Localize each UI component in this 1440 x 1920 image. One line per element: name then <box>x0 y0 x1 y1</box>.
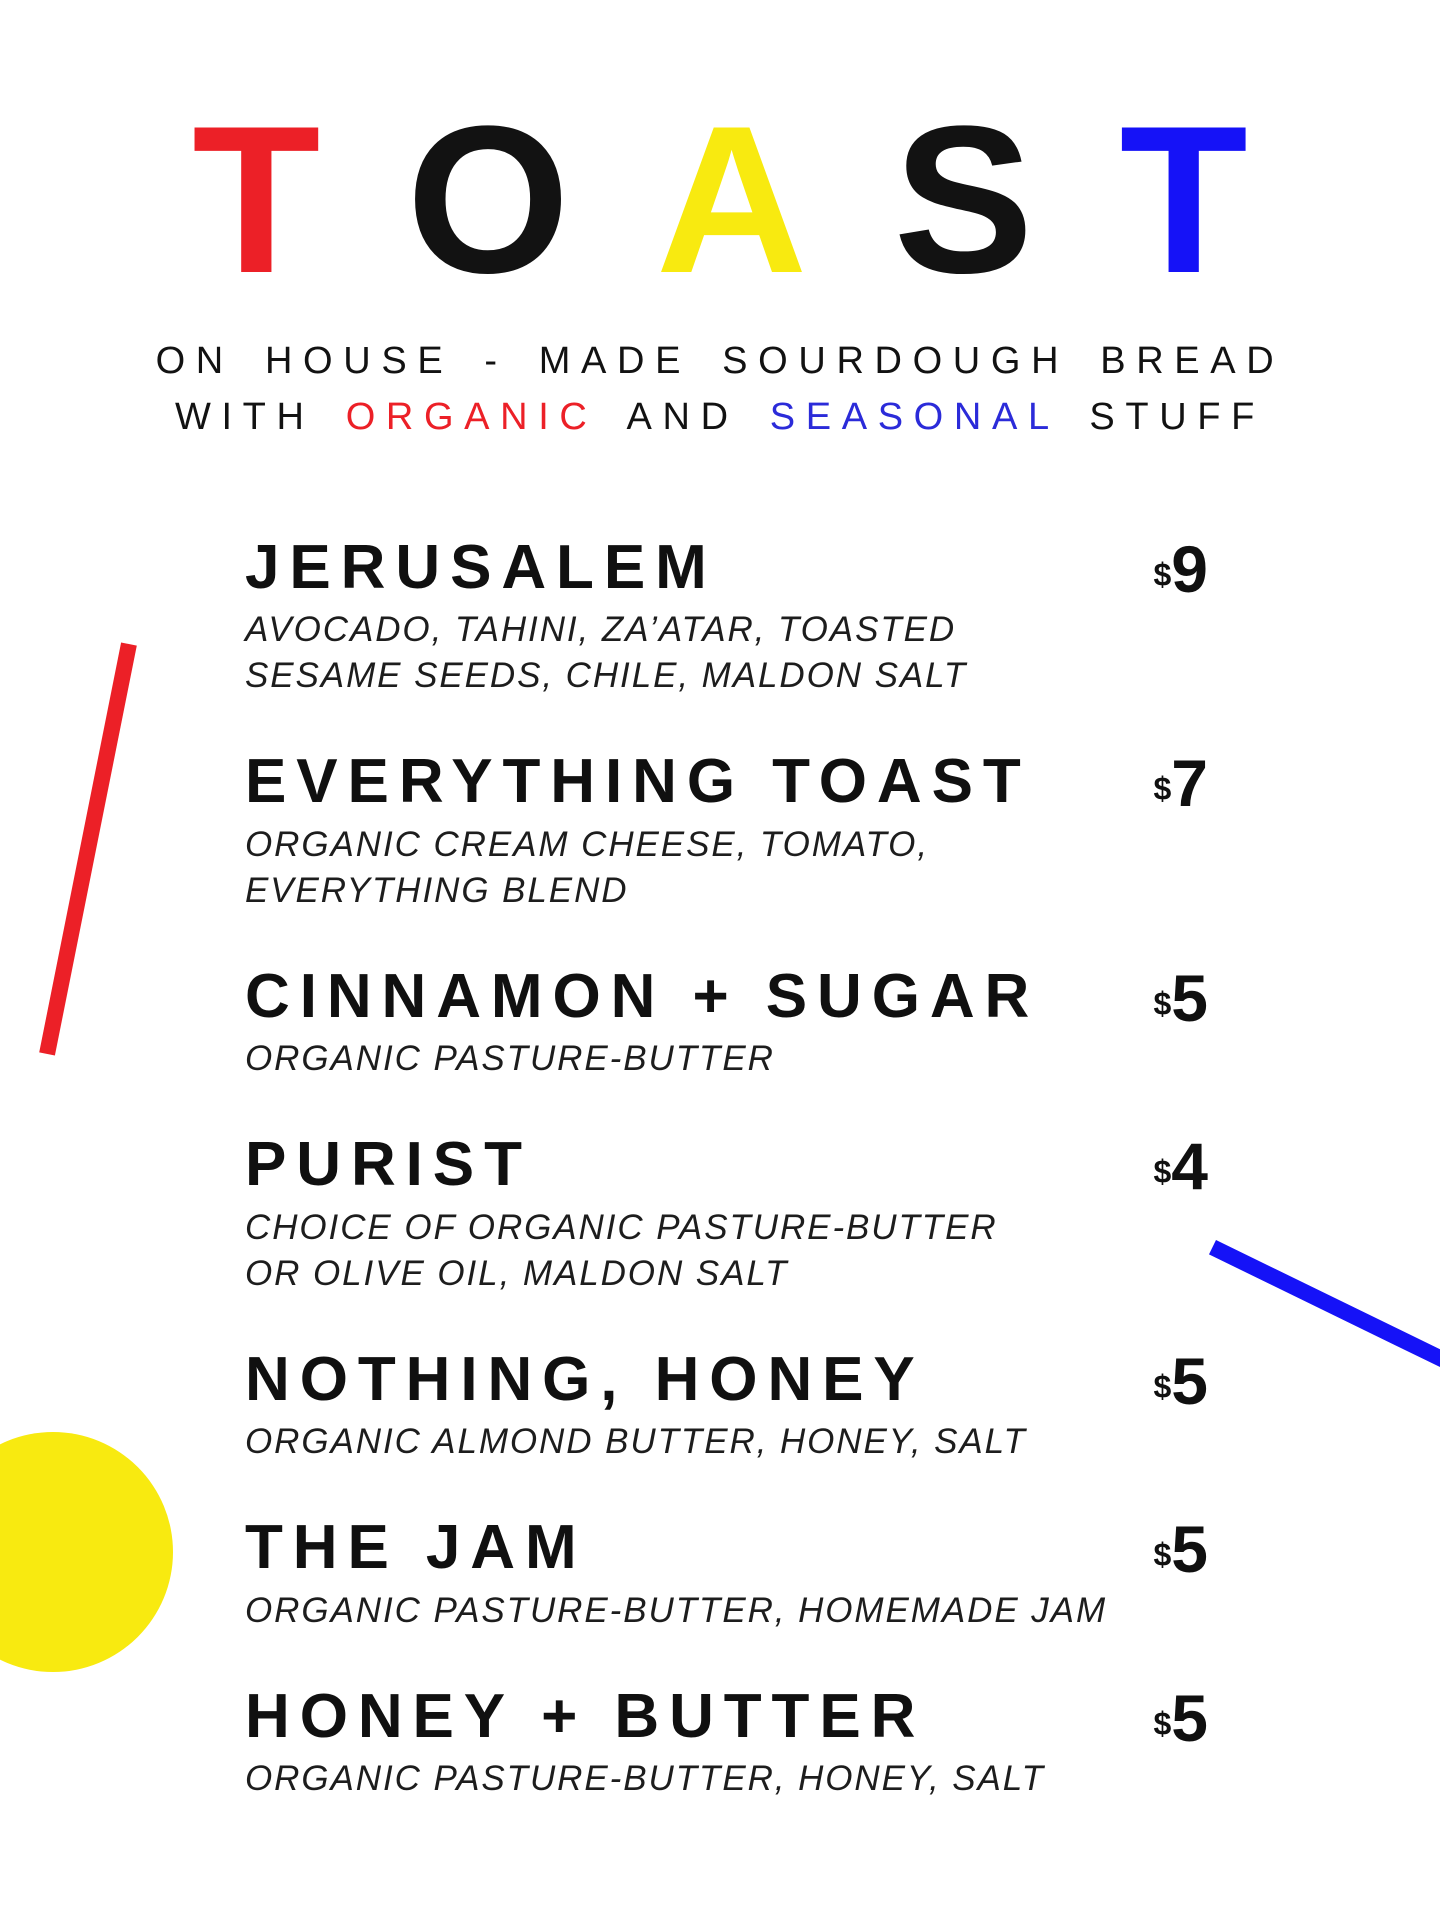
menu-item: JERUSALEM $9 AVOCADO, TAHINI, ZA’ATAR, T… <box>245 532 1208 699</box>
dollar-sign: $ <box>1153 771 1172 808</box>
item-name: HONEY + BUTTER <box>245 1681 926 1751</box>
subtitle-part-and: AND <box>597 396 770 438</box>
price-amount: 5 <box>1171 1512 1208 1587</box>
item-price: $5 <box>1153 960 1208 1036</box>
menu-item: NOTHING, HONEY $5 ORGANIC ALMOND BUTTER,… <box>245 1343 1208 1465</box>
dollar-sign: $ <box>1153 1368 1172 1405</box>
subtitle-part-stuff: STUFF <box>1058 396 1266 438</box>
menu-item: HONEY + BUTTER $5 ORGANIC PASTURE-BUTTER… <box>245 1680 1208 1802</box>
item-description: CHOICE OF ORGANIC PASTURE-BUTTER OR OLIV… <box>245 1207 998 1293</box>
menu-item: PURIST $4 CHOICE OF ORGANIC PASTURE-BUTT… <box>245 1129 1208 1296</box>
item-price: $5 <box>1153 1343 1208 1419</box>
item-name: JERUSALEM <box>245 533 717 602</box>
item-description: ORGANIC PASTURE-BUTTER <box>245 1039 775 1079</box>
title-letter-4: S <box>893 82 1034 317</box>
item-price: $7 <box>1153 746 1208 821</box>
title-letter-5: T <box>1119 82 1248 317</box>
menu-item: EVERYTHING TOAST $7 ORGANIC CREAM CHEESE… <box>245 746 1208 913</box>
menu-list: JERUSALEM $9 AVOCADO, TAHINI, ZA’ATAR, T… <box>245 532 1208 1802</box>
price-amount: 7 <box>1171 746 1208 821</box>
item-price: $4 <box>1153 1129 1208 1204</box>
dollar-sign: $ <box>1153 1536 1172 1573</box>
item-name: EVERYTHING TOAST <box>245 747 1031 817</box>
dollar-sign: $ <box>1153 1153 1172 1190</box>
title-letter-1: T <box>192 82 321 317</box>
subtitle-line-1: ON HOUSE - MADE SOURDOUGH BREAD <box>155 340 1285 382</box>
blue-diagonal-line <box>1208 1240 1440 1373</box>
item-description: ORGANIC ALMOND BUTTER, HONEY, SALT <box>245 1422 1027 1462</box>
item-description: ORGANIC PASTURE-BUTTER, HOMEMADE JAM <box>245 1590 1108 1630</box>
price-amount: 9 <box>1171 532 1208 606</box>
subtitle-line-2: WITH ORGANIC AND SEASONAL STUFF <box>0 389 1440 445</box>
subtitle-part-with: WITH <box>174 396 346 438</box>
item-name: NOTHING, HONEY <box>245 1344 925 1414</box>
item-price: $5 <box>1153 1512 1208 1587</box>
subtitle-part-seasonal: SEASONAL <box>769 396 1059 438</box>
item-name: THE JAM <box>245 1513 587 1583</box>
price-amount: 4 <box>1171 1129 1208 1204</box>
dollar-sign: $ <box>1153 985 1172 1022</box>
price-amount: 5 <box>1171 960 1208 1035</box>
dollar-sign: $ <box>1153 1705 1172 1742</box>
price-amount: 5 <box>1171 1343 1208 1418</box>
page-title: T O A S T <box>0 0 1440 305</box>
title-letter-3: A <box>655 82 808 317</box>
dollar-sign: $ <box>1153 556 1172 593</box>
price-amount: 5 <box>1171 1680 1208 1755</box>
item-description: ORGANIC CREAM CHEESE, TOMATO, EVERYTHING… <box>245 824 929 910</box>
red-diagonal-line <box>39 642 137 1056</box>
item-price: $9 <box>1153 532 1208 607</box>
item-name: PURIST <box>245 1130 532 1200</box>
subtitle: ON HOUSE - MADE SOURDOUGH BREAD WITH ORG… <box>0 333 1440 445</box>
menu-item: THE JAM $5 ORGANIC PASTURE-BUTTER, HOMEM… <box>245 1512 1208 1633</box>
item-description: AVOCADO, TAHINI, ZA’ATAR, TOASTED SESAME… <box>245 610 968 696</box>
menu-item: CINNAMON + SUGAR $5 ORGANIC PASTURE-BUTT… <box>245 960 1208 1082</box>
item-description: ORGANIC PASTURE-BUTTER, HONEY, SALT <box>245 1759 1045 1799</box>
item-name: CINNAMON + SUGAR <box>245 961 1040 1031</box>
item-price: $5 <box>1153 1680 1208 1756</box>
title-letter-2: O <box>406 82 570 317</box>
subtitle-part-organic: ORGANIC <box>345 396 598 438</box>
yellow-circle <box>0 1432 173 1672</box>
